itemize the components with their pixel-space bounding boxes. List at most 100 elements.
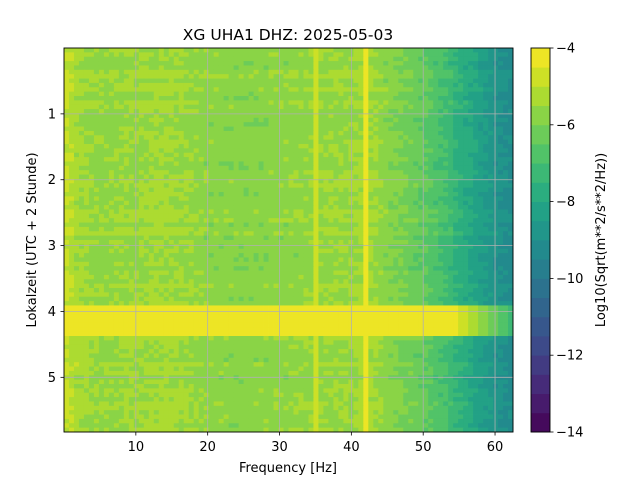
heatmap-cell [418,261,424,267]
heatmap-cell [103,139,110,145]
heatmap-cell [153,113,160,119]
heatmap-cell [148,61,155,66]
heatmap-cell [218,161,225,167]
heatmap-cell [313,218,319,223]
heatmap-cell [133,261,140,267]
heatmap-cell [263,109,269,114]
heatmap-cell [203,244,210,250]
heatmap-cell [268,165,274,171]
heatmap-cell [128,261,135,267]
heatmap-cell [258,174,264,180]
heatmap-cell [78,130,85,136]
heatmap-cell [288,157,294,162]
heatmap-cell [328,279,334,285]
heatmap-cell [283,192,289,197]
heatmap-cell [223,157,230,162]
heatmap-cell [438,65,444,71]
heatmap-cell [193,91,200,97]
heatmap-cell [123,96,130,101]
heatmap-cell [168,213,175,219]
heatmap-cell [438,78,444,84]
heatmap-cell [268,261,274,267]
heatmap-cell [363,196,369,202]
heatmap-cell [88,87,95,93]
heatmap-cell [64,52,70,58]
heatmap-cell [64,74,70,79]
heatmap-cell [508,82,514,88]
heatmap-cell [108,52,115,58]
heatmap-cell [313,48,319,53]
heatmap-cell [73,161,80,167]
heatmap-cell [478,248,484,254]
heatmap-cell [158,144,165,149]
heatmap-cell [193,222,200,228]
heatmap-cell [493,209,499,215]
heatmap-cell [223,148,230,154]
heatmap-cell [418,91,424,97]
heatmap-cell [68,209,75,215]
heatmap-cell [248,222,254,228]
heatmap-cell [183,240,190,245]
heatmap-cell [268,126,274,132]
heatmap-cell [338,213,344,219]
heatmap-cell [68,170,75,175]
heatmap-cell [418,240,424,245]
heatmap-cell [78,253,85,258]
heatmap-cell [373,261,379,267]
heatmap-cell [88,104,95,110]
heatmap-cell [473,117,479,123]
heatmap-cell [378,144,384,149]
heatmap-cell [213,161,220,167]
heatmap-cell [193,274,200,280]
heatmap-cell [508,196,514,202]
heatmap-cell [128,240,135,245]
heatmap-cell [363,165,369,171]
heatmap-cell [113,100,120,106]
heatmap-cell [428,100,434,106]
heatmap-cell [183,231,190,237]
heatmap-cell [498,192,504,197]
heatmap-cell [283,96,289,101]
heatmap-cell [388,218,394,223]
heatmap-cell [388,235,394,241]
heatmap-cell [153,61,160,66]
heatmap-cell [278,117,284,123]
heatmap-cell [98,200,105,206]
heatmap-cell [298,148,304,154]
heatmap-cell [153,48,160,53]
heatmap-cell [493,170,499,175]
heatmap-cell [268,122,274,127]
heatmap-cell [478,266,484,271]
heatmap-cell [423,135,429,141]
heatmap-cell [473,213,479,219]
heatmap-cell [363,144,369,149]
heatmap-cell [508,279,514,285]
heatmap-cell [493,87,499,93]
heatmap-cell [258,270,264,276]
heatmap-cell [363,270,369,276]
heatmap-cell [103,231,110,237]
heatmap-cell [293,74,299,79]
heatmap-cell [148,113,155,119]
heatmap-cell [483,196,489,202]
heatmap-cell [163,144,170,149]
heatmap-cell [413,183,419,189]
heatmap-cell [218,139,225,145]
heatmap-cell [453,113,459,119]
heatmap-cell [283,52,289,58]
heatmap-cell [378,104,384,110]
heatmap-cell [498,178,504,184]
heatmap-cell [478,135,484,141]
heatmap-cell [228,248,235,254]
heatmap-cell [168,174,175,180]
heatmap-cell [308,161,314,167]
heatmap-cell [328,170,334,175]
heatmap-cell [413,218,419,223]
heatmap-cell [163,69,170,75]
heatmap-cell [363,161,369,167]
heatmap-cell [488,283,494,289]
heatmap-cell [438,165,444,171]
heatmap-cell [68,87,75,93]
heatmap-cell [288,122,294,127]
heatmap-cell [293,248,299,254]
